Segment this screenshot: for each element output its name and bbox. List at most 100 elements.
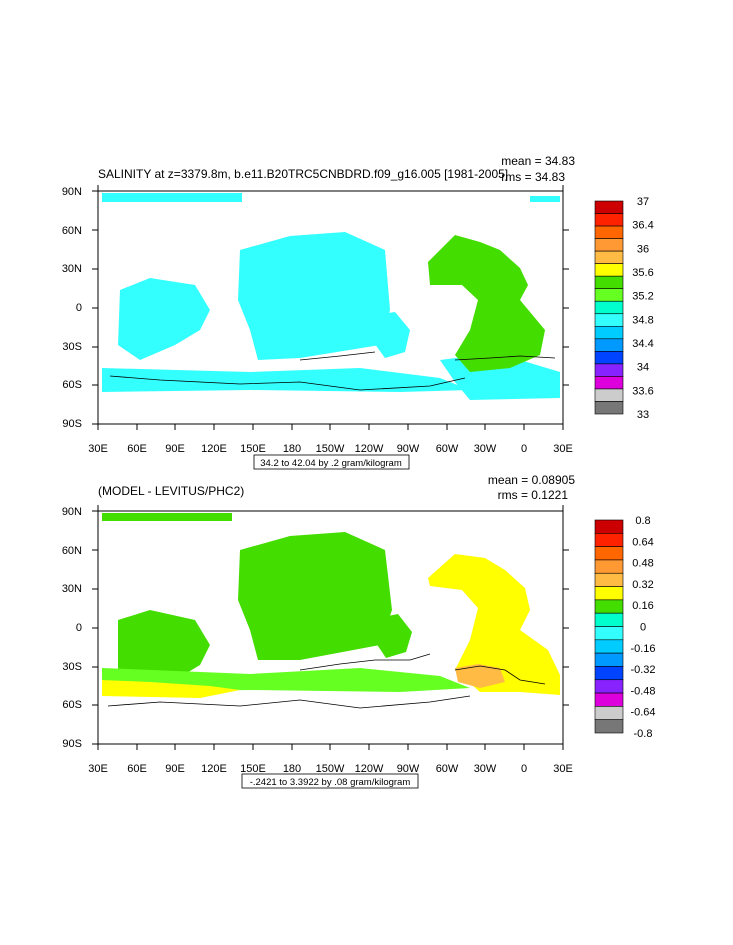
colorbar-swatch <box>594 599 624 614</box>
colorbar-swatch <box>594 639 624 654</box>
colorbar-label: -0.48 <box>630 685 655 697</box>
colorbar-swatch <box>594 586 624 601</box>
colorbar-label: 34 <box>637 362 649 374</box>
difference-field <box>102 513 560 709</box>
colorbar-swatch <box>594 263 624 277</box>
difference-x-tick-labels: 30E 60E 90E 120E 150E 180 150W 120W 90W … <box>88 763 573 775</box>
colorbar-swatch <box>594 533 624 547</box>
colorbar-swatch <box>594 666 624 681</box>
colorbar-label: -0.32 <box>630 664 655 676</box>
y-tick-label: 60S <box>62 699 82 711</box>
y-tick-label: 30S <box>62 341 82 353</box>
salinity-contour-south <box>109 375 466 391</box>
x-tick-label: 60W <box>436 763 459 775</box>
x-tick-label: 120W <box>355 443 384 455</box>
arctic-band <box>102 513 232 521</box>
x-tick-label: 150W <box>316 763 345 775</box>
pacific-ocean-field <box>238 232 390 360</box>
pacific-field <box>238 532 392 660</box>
colorbar-swatch <box>594 288 624 302</box>
colorbar-label: 0.64 <box>632 536 653 548</box>
colorbar-label: -0.64 <box>630 707 655 719</box>
colorbar-label: 37 <box>637 196 649 208</box>
difference-panel: (MODEL - LEVITUS/PHC2) mean = 0.08905 rm… <box>0 470 733 945</box>
colorbar-label: 33.6 <box>632 385 653 397</box>
x-tick-label: 90E <box>165 443 185 455</box>
colorbar-label: 36.4 <box>632 220 653 232</box>
difference-mean-stat: mean = 0.08905 <box>488 473 575 487</box>
colorbar-swatch <box>594 275 624 290</box>
colorbar-swatch <box>594 351 624 365</box>
colorbar-swatch <box>594 572 624 587</box>
colorbar-swatch <box>594 559 624 574</box>
salinity-contour-note: 34.2 to 42.04 by .2 gram/kilogram <box>260 458 402 469</box>
colorbar-swatch <box>594 401 624 415</box>
colorbar-swatch <box>594 679 624 694</box>
difference-colorbar: 0.8 0.64 0.48 0.32 0.16 0 -0.16 -0.32 -0.48 -0.64… <box>594 515 656 740</box>
salinity-x-tick-labels: 30E 60E 90E 120E 150E 180 150W 120W 90W … <box>88 443 573 455</box>
difference-contour-south <box>107 695 471 709</box>
colorbar-swatch <box>594 388 624 402</box>
y-tick-label: 60S <box>62 379 82 391</box>
difference-contour-note-box <box>241 773 419 789</box>
y-tick-label: 30S <box>62 661 82 673</box>
colorbar-swatch <box>594 313 624 327</box>
colorbar-label: -0.16 <box>630 643 655 655</box>
colorbar-label: 34.4 <box>632 338 653 350</box>
colorbar-swatch <box>594 363 624 377</box>
difference-ticks <box>92 505 569 750</box>
y-tick-label: 0 <box>76 302 82 314</box>
colorbar-label: 0.16 <box>632 600 653 612</box>
salinity-mean-stat: mean = 34.83 <box>501 154 575 168</box>
x-tick-label: 30E <box>553 763 573 775</box>
x-tick-label: 30W <box>474 443 497 455</box>
indian-ocean-field <box>118 278 210 360</box>
salinity-colorbar: 37 36.4 36 35.6 35.2 34.8 34.4 34 33.6 33 <box>594 196 654 421</box>
colorbar-label: 0.32 <box>632 579 653 591</box>
x-tick-label: 90W <box>397 763 420 775</box>
colorbar-label: 33 <box>637 409 649 421</box>
x-tick-label: 150E <box>240 443 266 455</box>
difference-contour-note: -.2421 to 3.3922 by .08 gram/kilogram <box>250 777 411 788</box>
x-tick-label: 30E <box>88 763 108 775</box>
colorbar-swatch <box>594 626 624 641</box>
colorbar-swatch <box>594 519 624 534</box>
arctic-ocean-band-east <box>530 196 560 202</box>
salinity-contour-pacific <box>299 351 376 361</box>
east-pacific-field <box>372 312 410 358</box>
salinity-rms-stat: rms = 34.83 <box>501 170 565 184</box>
x-tick-label: 30W <box>474 763 497 775</box>
difference-title: (MODEL - LEVITUS/PHC2) <box>98 484 244 498</box>
x-tick-label: 120E <box>201 443 227 455</box>
arctic-ocean-band <box>102 193 242 202</box>
colorbar-swatch <box>594 546 624 561</box>
salinity-title: SALINITY at z=3379.8m, b.e11.B20TRC5CNBD… <box>98 167 508 181</box>
x-tick-label: 60E <box>127 443 147 455</box>
difference-contour-atlantic <box>454 665 546 685</box>
colorbar-swatch <box>594 376 624 390</box>
colorbar-swatch <box>594 200 624 214</box>
x-tick-label: 150W <box>316 443 345 455</box>
north-atlantic-yellow <box>428 554 560 695</box>
salinity-plot-svg: SALINITY at z=3379.8m, b.e11.B20TRC5CNBD… <box>62 154 654 470</box>
colorbar-swatch <box>594 325 624 340</box>
y-tick-label: 90S <box>62 738 82 750</box>
x-tick-label: 120W <box>355 763 384 775</box>
y-tick-label: 90S <box>62 418 82 430</box>
north-atlantic-field <box>428 235 545 372</box>
salinity-x-axis: 30E 60E 90E 120E 150E 180 150W 120W 90W … <box>88 443 573 455</box>
x-tick-label: 30E <box>88 443 108 455</box>
salinity-panel: SALINITY at z=3379.8m, b.e11.B20TRC5CNBD… <box>0 0 733 470</box>
colorbar-label: 0 <box>640 622 646 634</box>
x-tick-label: 150E <box>240 763 266 775</box>
x-tick-label: 60W <box>436 443 459 455</box>
y-tick-label: 0 <box>76 622 82 634</box>
x-tick-label: 30E <box>553 443 573 455</box>
colorbar-swatch <box>594 338 624 352</box>
colorbar-label: 0.8 <box>635 515 650 527</box>
east-pacific-diff <box>374 614 412 658</box>
difference-contour-pacific <box>299 653 431 671</box>
colorbar-label: 34.8 <box>632 314 653 326</box>
salinity-field <box>102 193 560 400</box>
colorbar-label: 35.2 <box>632 291 653 303</box>
